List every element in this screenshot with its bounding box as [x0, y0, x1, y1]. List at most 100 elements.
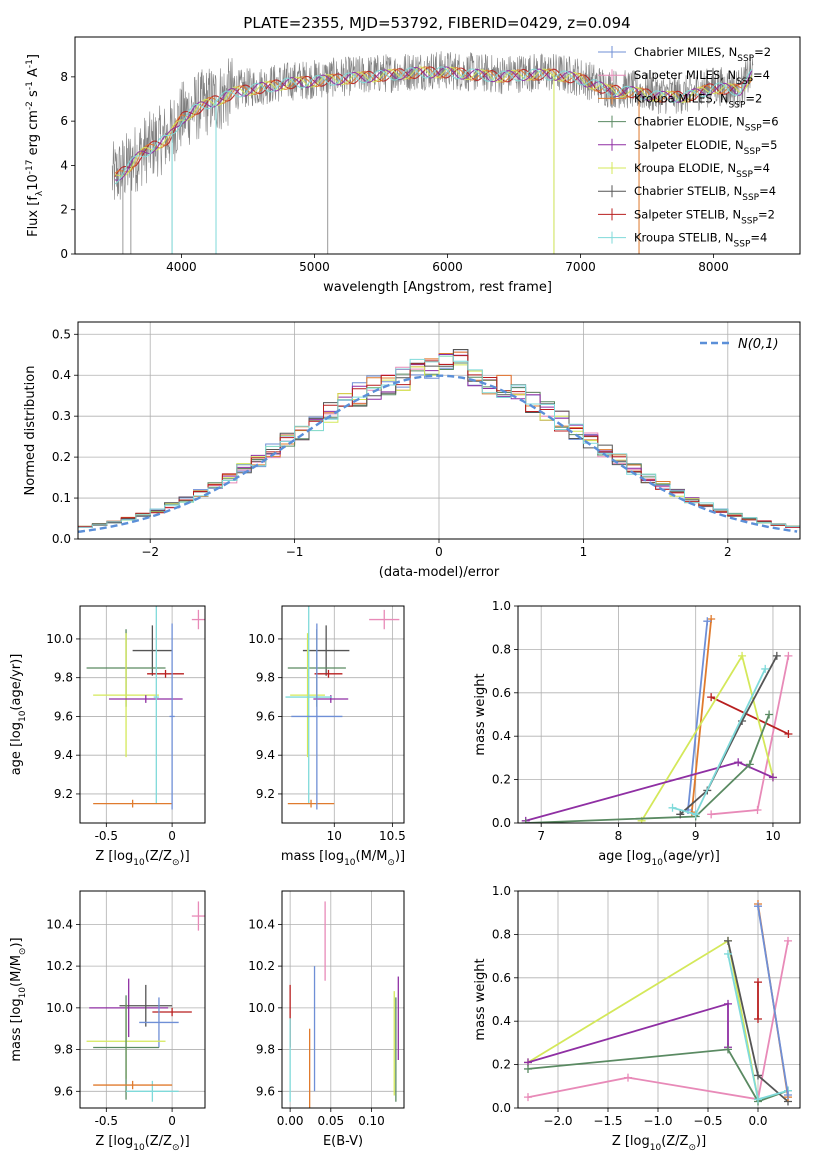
x-tick-label: −2.0 — [543, 1114, 572, 1128]
weight-line-chabrier_elodie — [527, 1048, 789, 1103]
y-tick-label: 2 — [60, 203, 68, 217]
y-tick-label: 9.8 — [256, 1043, 275, 1057]
chart-massweight_vs_age: 7 8 9 10 0.0 0.2 0.4 0.6 0.8 1.0 age [log10(age/yr… — [473, 599, 801, 868]
weight-marker-salpeter_miles — [753, 805, 762, 814]
plot-area — [80, 891, 205, 1108]
x-tick-label: 0 — [168, 1114, 176, 1128]
y-tick-label: 0.2 — [52, 450, 71, 464]
y-tick-label: 0.2 — [492, 1058, 511, 1072]
weight-marker-chabrier_stelib — [754, 1071, 762, 1080]
x-tick-label: 0 — [168, 829, 176, 843]
y-axis-label: age [log10(age/yr)] — [9, 654, 28, 776]
axes-frame — [79, 605, 206, 824]
y-tick-label: 1.0 — [492, 884, 511, 898]
plot-marks — [86, 901, 205, 1102]
weight-marker-salpeter_miles — [784, 651, 793, 660]
y-tick-label: 10.2 — [46, 959, 73, 973]
x-tick-label: 0.05 — [317, 1114, 344, 1128]
x-axis-label: E(B-V) — [323, 1134, 363, 1149]
x-axis-label: Z [log10(Z/Z⊙)] — [612, 1134, 706, 1153]
weight-marker-kroupa_stelib — [668, 803, 677, 812]
x-axis-label: age [log10(age/yr)] — [598, 849, 720, 868]
y-tick-label: 9.4 — [256, 748, 275, 762]
plot-area — [282, 606, 404, 823]
plot-marks — [111, 51, 754, 254]
plot-marks — [285, 606, 400, 810]
y-tick-label: 0.8 — [492, 642, 511, 656]
y-tick-label: 9.8 — [256, 671, 275, 685]
legend: Chabrier MILES, NSSP=2 Salpeter MILES, NS… — [598, 45, 779, 250]
plot-marks — [524, 900, 792, 1106]
weight-marker-chabrier_elodie — [745, 760, 754, 769]
x-axis-label: Z [log10(Z/Z⊙)] — [95, 1134, 189, 1153]
y-tick-label: 10.0 — [46, 632, 73, 646]
weight-line-kroupa_miles — [690, 618, 713, 813]
axes-frame — [517, 890, 801, 1109]
y-tick-label: 6 — [60, 114, 68, 128]
x-tick-label: 8 — [615, 829, 623, 843]
y-tick-label: 0.2 — [492, 773, 511, 787]
weight-marker-salpeter_elodie — [724, 999, 732, 1008]
legend-label: N(0,1) — [738, 337, 779, 352]
axes-frame — [517, 605, 801, 824]
weight-marker-kroupa_stelib — [761, 664, 770, 673]
x-tick-label: 10 — [327, 829, 342, 843]
x-tick-label: 9 — [692, 829, 700, 843]
weight-line-salpeter_stelib — [710, 696, 789, 735]
chart-mass_vs_ebv: 0.00 0.05 0.10 9.6 9.8 10.0 10.2 10.4 E(B-V) — [248, 890, 405, 1149]
plot-marks — [521, 615, 793, 823]
x-tick-label: 5000 — [299, 260, 330, 274]
chart-residuals: −2 −1 0 1 2 0.0 0.1 0.2 0.3 0.4 0.5 (data-model)/er… — [23, 321, 801, 580]
legend-label: Salpeter STELIB, NSSP=2 — [634, 207, 775, 226]
weight-marker-salpeter_miles — [784, 936, 792, 945]
y-tick-label: 10.0 — [248, 632, 275, 646]
weight-marker-salpeter_elodie — [768, 773, 777, 782]
weight-marker-kroupa_elodie — [738, 651, 747, 660]
axes-frame — [77, 321, 801, 540]
y-tick-label: 0.3 — [52, 409, 71, 423]
x-tick-label: 10.5 — [379, 829, 406, 843]
chart-massweight_vs_Z: −2.0 −1.5 −1.0 −0.5 0.0 0.0 0.2 0.4 0.6 0.8 1.0 Z [… — [473, 884, 801, 1153]
y-tick-label: 9.8 — [54, 1043, 73, 1057]
x-tick-label: −1.5 — [593, 1114, 622, 1128]
weight-marker-chabrier_miles — [703, 617, 712, 626]
histogram-kroupa_stelib — [78, 355, 800, 528]
y-tick-label: 9.6 — [256, 1084, 275, 1098]
y-tick-label: 0.4 — [492, 729, 511, 743]
axes-frame — [79, 890, 206, 1109]
y-tick-label: 9.8 — [54, 671, 73, 685]
y-tick-label: 10.0 — [248, 1001, 275, 1015]
model-spectrum-salpeter_stelib — [114, 66, 753, 178]
x-tick-label: 0 — [435, 545, 443, 559]
weight-marker-chabrier_stelib — [772, 651, 781, 660]
x-axis-label: wavelength [Angstrom, rest frame] — [323, 280, 552, 295]
x-axis-label: Z [log10(Z/Z⊙)] — [95, 849, 189, 868]
weight-marker-salpeter_stelib — [784, 730, 793, 739]
weight-marker-kroupa_stelib — [691, 810, 700, 819]
y-axis-label: Normed distribution — [23, 366, 38, 496]
y-tick-label: 0.1 — [52, 491, 71, 505]
x-tick-label: 0.0 — [748, 1114, 767, 1128]
y-axis-label: Flux [fλ10-17 erg cm-2 s-1 A-1] — [25, 54, 45, 237]
model-spectrum-kroupa_stelib — [114, 66, 753, 185]
y-tick-label: 9.2 — [256, 787, 275, 801]
weight-marker-chabrier_stelib — [724, 936, 732, 945]
x-tick-label: 2 — [724, 545, 732, 559]
model-spectrum-salpeter_elodie — [114, 66, 753, 181]
y-tick-label: 10.4 — [248, 917, 275, 931]
weight-line-chabrier_miles — [687, 621, 709, 811]
normal-curve — [78, 374, 798, 533]
y-tick-label: 0.5 — [52, 327, 71, 341]
legend-label: Kroupa STELIB, NSSP=4 — [634, 231, 767, 250]
x-tick-label: 7 — [537, 829, 545, 843]
x-tick-label: 0.00 — [277, 1114, 304, 1128]
weight-line-chabrier_miles — [757, 906, 789, 1096]
legend-label: Kroupa MILES, NSSP=2 — [634, 91, 762, 110]
x-tick-label: 10 — [765, 829, 780, 843]
x-tick-label: 1 — [580, 545, 588, 559]
x-tick-label: 6000 — [432, 260, 463, 274]
x-tick-label: -0.5 — [95, 1114, 118, 1128]
y-tick-label: 10.2 — [248, 959, 275, 973]
weight-marker-chabrier_stelib — [676, 810, 685, 819]
